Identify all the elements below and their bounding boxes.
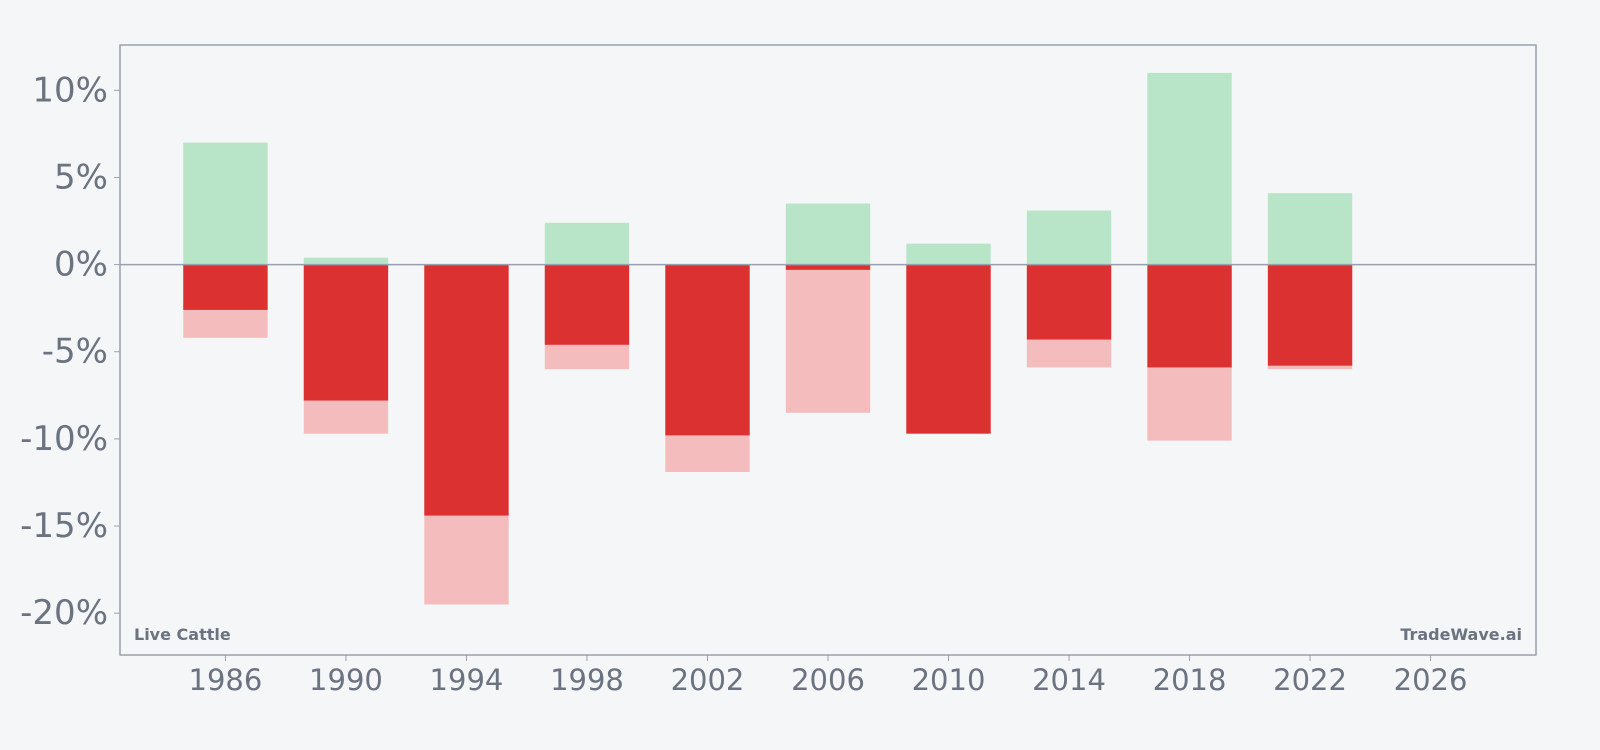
x-tick-label: 1986 (189, 663, 263, 697)
x-tick-label: 2022 (1273, 663, 1347, 697)
x-axis: 1986 1990 1994 1998 2002 2006 2010 2014 2018 2022… (189, 655, 1468, 697)
chart-annotation-left: Live Cattle (134, 625, 231, 644)
bar-close-2006 (785, 264, 871, 270)
bar-max-gain-1998 (544, 222, 630, 265)
bar-close-1990 (303, 264, 389, 401)
bars-layer (183, 72, 1353, 605)
x-tick-label: 2018 (1153, 663, 1227, 697)
bar-close-1994 (424, 264, 509, 516)
bar-close-2002 (665, 264, 750, 436)
bar-max-gain-2014 (1026, 210, 1112, 265)
y-tick-label: 10% (32, 70, 108, 110)
y-tick-label: -5% (42, 332, 108, 372)
bar-close-1986 (183, 264, 268, 310)
bar-close-2022 (1267, 264, 1353, 366)
x-tick-label: 1990 (309, 663, 383, 697)
y-axis: 10% 5% 0% -5% -10% -15% -20% (20, 70, 120, 633)
bar-close-2010 (906, 264, 991, 434)
bar-close-2014 (1026, 264, 1112, 340)
y-tick-label: -20% (20, 593, 108, 633)
x-tick-label: 2002 (671, 663, 745, 697)
bar-max-gain-2006 (785, 203, 871, 265)
y-tick-label: 5% (54, 157, 108, 197)
x-tick-label: 1998 (550, 663, 624, 697)
bar-max-gain-2010 (906, 243, 991, 265)
bar-close-1998 (544, 264, 630, 345)
chart-annotation-right: TradeWave.ai (1400, 625, 1522, 644)
bar-close-2018 (1147, 264, 1232, 368)
y-tick-label: -10% (20, 419, 108, 459)
x-tick-label: 2014 (1032, 663, 1106, 697)
x-tick-label: 2026 (1394, 663, 1468, 697)
bar-max-gain-2022 (1267, 193, 1353, 265)
bar-max-gain-1990 (303, 257, 389, 265)
x-tick-label: 2006 (791, 663, 865, 697)
bar-max-drawdown-2006 (785, 264, 871, 413)
bar-max-gain-2018 (1147, 72, 1232, 265)
x-tick-label: 2010 (912, 663, 986, 697)
x-tick-label: 1994 (430, 663, 504, 697)
y-tick-label: -15% (20, 506, 108, 546)
y-tick-label: 0% (54, 245, 108, 285)
bar-max-gain-1986 (183, 142, 268, 265)
